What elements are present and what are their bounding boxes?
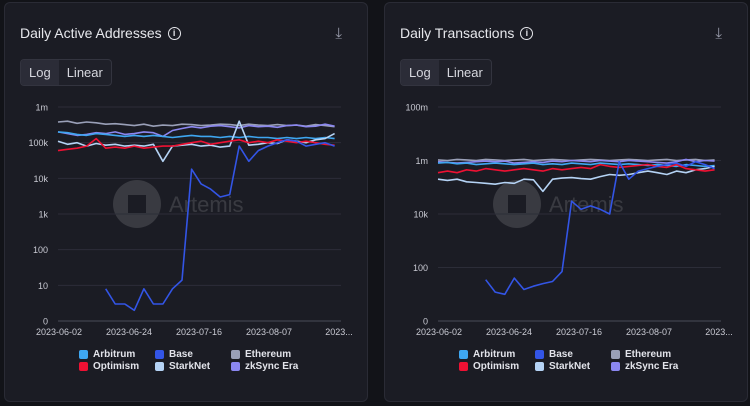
series-line-base xyxy=(105,139,335,312)
legend-label: Optimism xyxy=(473,361,520,372)
legend-swatch xyxy=(155,350,164,359)
chart-title: Daily Transactions xyxy=(400,25,515,41)
y-tick-label: 100m xyxy=(405,103,428,113)
x-tick-label: 2023-07-16 xyxy=(176,327,222,337)
artemis-logo-mark xyxy=(508,195,526,213)
legend-swatch xyxy=(155,362,164,371)
chart-title-row: Daily Transactions i xyxy=(400,25,534,41)
legend-item-ethereum[interactable]: Ethereum xyxy=(231,349,321,360)
legend-label: Ethereum xyxy=(625,349,672,360)
legend-swatch xyxy=(611,350,620,359)
series-line-zksync-era xyxy=(437,158,715,164)
legend-label: StarkNet xyxy=(169,361,211,372)
legend-label: Optimism xyxy=(93,361,140,372)
log-button[interactable]: Log xyxy=(401,60,439,85)
artemis-watermark-text: Artemis xyxy=(169,192,244,217)
legend-swatch xyxy=(535,362,544,371)
x-tick-label: 2023-06-24 xyxy=(486,327,532,337)
chart-title-row: Daily Active Addresses i xyxy=(20,25,181,41)
log-button[interactable]: Log xyxy=(21,60,59,85)
linear-button[interactable]: Linear xyxy=(446,65,483,80)
legend-item-starknet[interactable]: StarkNet xyxy=(155,361,231,372)
chart-svg: Artemis 0 10 100 1k 10k 100k 1m 2023-06-02 2023-0… xyxy=(28,103,353,338)
legend-swatch xyxy=(231,350,240,359)
info-circle-icon[interactable]: i xyxy=(167,26,181,40)
y-tick-label: 0 xyxy=(423,317,428,327)
artemis-watermark: Artemis xyxy=(493,180,624,228)
artemis-logo-icon xyxy=(493,180,541,228)
x-tick-label: 2023-06-02 xyxy=(36,327,82,337)
legend-item-optimism[interactable]: Optimism xyxy=(79,361,155,372)
info-circle-icon[interactable]: i xyxy=(520,26,534,40)
x-tick-label: 2023... xyxy=(325,327,353,337)
legend-swatch xyxy=(79,350,88,359)
y-tick-label: 1m xyxy=(415,156,428,166)
y-tick-label: 100k xyxy=(28,138,48,148)
legend: Arbitrum Base Ethereum Optimism StarkNet zkSy… xyxy=(79,349,321,372)
legend-item-zksync-era[interactable]: zkSync Era xyxy=(611,361,701,372)
y-tick-label: 100 xyxy=(33,245,48,255)
legend-label: zkSync Era xyxy=(245,361,299,372)
scale-toggle: Log Linear xyxy=(20,59,112,86)
series-line-zksync-era xyxy=(57,123,335,138)
legend-swatch xyxy=(231,362,240,371)
y-tick-label: 10 xyxy=(38,281,48,291)
legend-item-arbitrum[interactable]: Arbitrum xyxy=(459,349,535,360)
legend-swatch xyxy=(459,362,468,371)
artemis-watermark: Artemis xyxy=(113,180,244,228)
scale-toggle: Log Linear xyxy=(400,59,492,86)
series-line-arbitrum xyxy=(437,161,715,168)
legend-label: zkSync Era xyxy=(625,361,679,372)
legend: Arbitrum Base Ethereum Optimism StarkNet zkSy… xyxy=(459,349,701,372)
legend-swatch xyxy=(611,362,620,371)
legend-swatch xyxy=(535,350,544,359)
x-tick-label: 2023-08-07 xyxy=(626,327,672,337)
legend-item-zksync-era[interactable]: zkSync Era xyxy=(231,361,321,372)
artemis-logo-icon xyxy=(113,180,161,228)
artemis-logo-mark xyxy=(128,195,146,213)
legend-item-arbitrum[interactable]: Arbitrum xyxy=(79,349,155,360)
y-tick-label: 100 xyxy=(413,263,428,273)
legend-swatch xyxy=(459,350,468,359)
chart-svg: Artemis 0 100 10k 1m 100m 2023-06-02 2023-06-24… xyxy=(405,103,733,338)
y-tick-label: 10k xyxy=(413,210,428,220)
download-icon[interactable]: ⤓ xyxy=(715,25,722,42)
y-tick-label: 1m xyxy=(35,103,48,113)
legend-item-base[interactable]: Base xyxy=(155,349,231,360)
x-tick-label: 2023... xyxy=(705,327,733,337)
legend-label: StarkNet xyxy=(549,361,591,372)
legend-label: Base xyxy=(169,349,193,360)
legend-item-ethereum[interactable]: Ethereum xyxy=(611,349,701,360)
legend-label: Base xyxy=(549,349,573,360)
y-tick-label: 1k xyxy=(38,210,48,220)
series-line-base xyxy=(485,160,715,296)
legend-swatch xyxy=(79,362,88,371)
series-line-optimism xyxy=(437,163,715,174)
daily-active-addresses-panel: Artemis 0 10 100 1k 10k 100k 1m 2023-06-02 2023-0… xyxy=(4,2,368,402)
download-icon[interactable]: ⤓ xyxy=(335,25,342,42)
y-tick-label: 10k xyxy=(33,174,48,184)
x-tick-label: 2023-08-07 xyxy=(246,327,292,337)
y-tick-label: 0 xyxy=(43,317,48,327)
legend-item-optimism[interactable]: Optimism xyxy=(459,361,535,372)
x-tick-label: 2023-07-16 xyxy=(556,327,602,337)
x-tick-label: 2023-06-02 xyxy=(416,327,462,337)
chart-title: Daily Active Addresses xyxy=(20,25,162,41)
series-line-optimism xyxy=(57,137,335,152)
x-tick-label: 2023-06-24 xyxy=(106,327,152,337)
series-line-arbitrum xyxy=(57,131,335,140)
legend-item-base[interactable]: Base xyxy=(535,349,611,360)
legend-label: Arbitrum xyxy=(93,349,136,360)
legend-label: Arbitrum xyxy=(473,349,516,360)
linear-button[interactable]: Linear xyxy=(66,65,103,80)
daily-transactions-panel: Artemis 0 100 10k 1m 100m 2023-06-02 2023-06-24… xyxy=(384,2,748,402)
legend-item-starknet[interactable]: StarkNet xyxy=(535,361,611,372)
series-line-starknet xyxy=(437,165,715,193)
legend-label: Ethereum xyxy=(245,349,292,360)
